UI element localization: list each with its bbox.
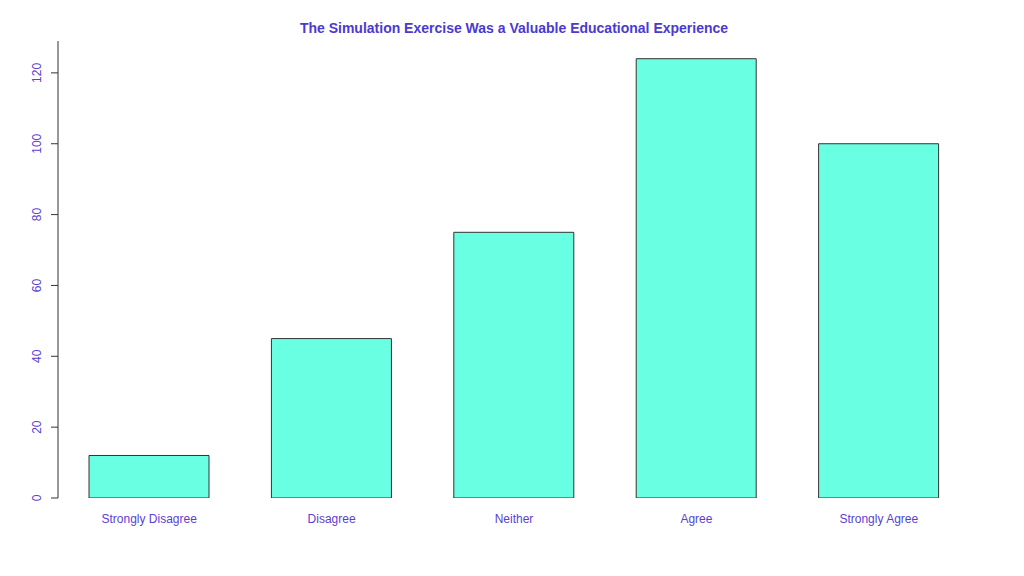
svg-text:80: 80 bbox=[30, 208, 44, 222]
svg-text:0: 0 bbox=[30, 494, 44, 501]
svg-text:Neither: Neither bbox=[495, 512, 534, 526]
svg-text:Strongly Agree: Strongly Agree bbox=[839, 512, 918, 526]
html-text:The Simulation Exercise Was a: The Simulation Exercise Was a Valuable E… bbox=[299, 20, 729, 36]
svg-text:20: 20 bbox=[30, 420, 44, 434]
svg-text:Strongly Disagree: Strongly Disagree bbox=[102, 512, 198, 526]
svg-text:40: 40 bbox=[30, 349, 44, 363]
svg-text:Agree: Agree bbox=[680, 512, 712, 526]
svg-text:100: 100 bbox=[30, 133, 44, 153]
svg-text:120: 120 bbox=[30, 63, 44, 83]
svg-text:60: 60 bbox=[30, 278, 44, 292]
svg-text:Disagree: Disagree bbox=[308, 512, 356, 526]
